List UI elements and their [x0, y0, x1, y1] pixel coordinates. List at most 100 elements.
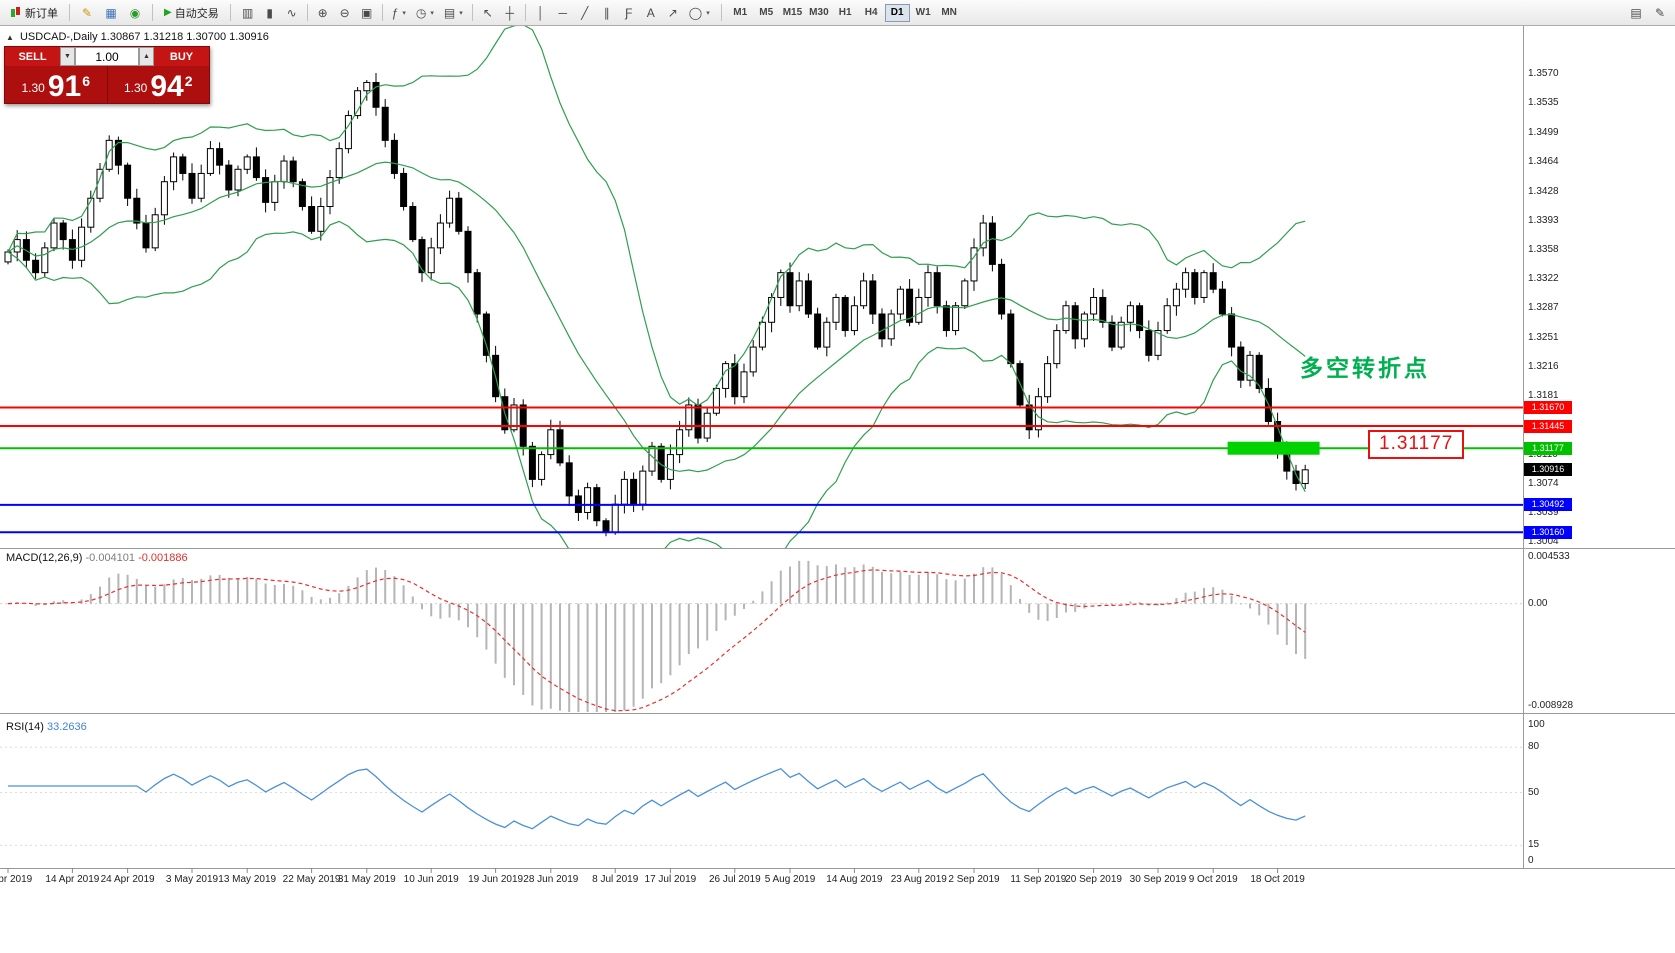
timeframe-button-M30[interactable]: M30 [806, 4, 831, 22]
price-level-badge: 1.30160 [1524, 525, 1572, 539]
toolbar: 新订单 ✎ ▦ ◉ ▶ 自动交易 ▥ ▮ ∿ ⊕ ⊖ ▣ ƒ ▾ ◷ ▾ ▤ ▾ ↖ ┼ │ ─ ╱ ∥ Ƒ A ↗ ◯ ▾ M… [0, 0, 1675, 26]
buy-header-button[interactable]: BUY [154, 47, 209, 66]
vertical-line-icon: │ [537, 5, 545, 20]
arrow-icon: ↗ [667, 5, 678, 20]
periods-icon: ◷ [415, 5, 427, 20]
price-axis-label: 1.3393 [1528, 214, 1559, 226]
sell-price-small: 1.30 [21, 80, 45, 95]
highlight-rectangle [1227, 441, 1320, 455]
toolbar-separator [229, 4, 231, 21]
date-axis-label: 28 Jun 2019 [523, 874, 579, 885]
toolbar-separator [69, 4, 70, 21]
buy-price-small: 1.30 [123, 80, 148, 95]
rsi-label: RSI(14) 33.2636 [6, 721, 87, 733]
sell-header-button[interactable]: SELL [5, 47, 60, 66]
timeframe-button-MN[interactable]: MN [937, 4, 962, 22]
chart-properties-button[interactable]: ✎ [1649, 3, 1671, 23]
bollinger-band-line [7, 26, 1306, 407]
timeframe-button-M5[interactable]: M5 [754, 4, 779, 22]
date-axis-label: 20 Sep 2019 [1065, 874, 1122, 885]
rsi-pane [0, 746, 1523, 846]
symbol-header: ▲ USDCAD-,Daily 1.30867 1.31218 1.30700 … [6, 31, 269, 43]
arrow-button[interactable]: ↗ [662, 3, 684, 23]
shapes-icon: ◯ [688, 5, 703, 20]
price-level-badge: 1.31445 [1524, 419, 1572, 433]
metaeditor-icon: ✎ [81, 5, 93, 20]
macd-main-value: -0.004101 [85, 552, 136, 564]
toolbar-separator [524, 4, 526, 21]
timeframe-button-H1[interactable]: H1 [833, 4, 858, 22]
zoom-out-icon: ⊖ [339, 5, 350, 20]
chevron-down-icon: ▾ [459, 9, 463, 17]
crosshair-icon: ┼ [505, 5, 515, 20]
date-axis-label: 13 May 2019 [218, 874, 277, 885]
buy-price-button[interactable]: 1.30 94 2 [107, 66, 209, 103]
rsi-axis-label: 0 [1528, 855, 1534, 866]
date-axis-label: 18 Oct 2019 [1250, 874, 1305, 885]
bar-chart-button[interactable]: ▥ [237, 3, 259, 23]
price-level-badge: 1.31177 [1524, 441, 1572, 455]
price-axis-label: 1.3074 [1528, 478, 1559, 490]
price-level-badge: 1.31670 [1524, 400, 1572, 414]
periods-button[interactable]: ◷ ▾ [411, 3, 439, 23]
indicators-button[interactable]: ƒ ▾ [387, 3, 411, 23]
cursor-button[interactable]: ↖ [477, 3, 499, 23]
crosshair-button[interactable]: ┼ [499, 3, 521, 23]
macd-signal-line [7, 569, 1306, 712]
zoom-in-icon: ⊕ [317, 5, 328, 20]
rsi-line [8, 767, 1306, 830]
market-watch-button[interactable]: ▦ [100, 3, 122, 23]
cursor-icon: ↖ [482, 5, 493, 20]
timeframe-button-M15[interactable]: M15 [780, 4, 805, 22]
bollinger-band-line [7, 220, 1306, 548]
text-button[interactable]: A [640, 3, 662, 23]
toolbar-separator [720, 4, 722, 21]
volume-up-button[interactable]: ▲ [139, 47, 154, 66]
timeframe-button-H4[interactable]: H4 [859, 4, 884, 22]
fibonacci-button[interactable]: Ƒ [618, 3, 640, 23]
vertical-line-button[interactable]: │ [530, 3, 552, 23]
price-axis-label: 1.3004 [1528, 536, 1559, 548]
timeframe-button-D1[interactable]: D1 [884, 3, 910, 22]
volume-input[interactable] [75, 47, 139, 66]
strategy-tester-icon: ◉ [129, 5, 141, 20]
date-axis-label: 23 Aug 2019 [890, 874, 947, 885]
strategy-tester-button[interactable]: ◉ [124, 3, 146, 23]
indicators-icon: ƒ [391, 5, 399, 20]
volume-down-button[interactable]: ▼ [60, 47, 75, 66]
expand-icon[interactable]: ▲ [6, 33, 14, 42]
zoom-in-button[interactable]: ⊕ [312, 3, 334, 23]
date-axis-label: 2 Sep 2019 [948, 874, 1000, 885]
toolbar-separator [381, 4, 383, 21]
timeframe-button-M1[interactable]: M1 [728, 4, 753, 22]
timeframe-button-W1[interactable]: W1 [911, 4, 936, 22]
trendline-button[interactable]: ╱ [574, 3, 596, 23]
tile-windows-button[interactable]: ▣ [356, 3, 378, 23]
macd-axis-label: 0.00 [1528, 597, 1548, 609]
candlestick-chart-icon: ▮ [266, 5, 273, 20]
price-axis-label: 1.3287 [1528, 302, 1559, 314]
new-order-button[interactable]: 新订单 [4, 3, 63, 23]
line-chart-button[interactable]: ∿ [281, 3, 303, 23]
metaeditor-button[interactable]: ✎ [76, 3, 98, 23]
horizontal-line-icon: ─ [558, 5, 568, 20]
current-price-badge: 1.30916 [1524, 463, 1572, 477]
new-order-icon [9, 6, 22, 19]
auto-trading-button[interactable]: ▶ 自动交易 [159, 3, 224, 23]
price-axis-label: 1.3570 [1528, 68, 1559, 80]
macd-signal-value: -0.001886 [138, 552, 188, 564]
price-axis-label: 1.3464 [1528, 155, 1559, 167]
equidistant-channel-button[interactable]: ∥ [596, 3, 618, 23]
horizontal-line-button[interactable]: ─ [552, 3, 574, 23]
templates-button[interactable]: ▤ ▾ [439, 3, 468, 23]
window-list-button[interactable]: ▤ [1625, 3, 1647, 23]
rsi-axis-label: 100 [1528, 719, 1545, 730]
candlestick-chart-button[interactable]: ▮ [259, 3, 281, 23]
shapes-button[interactable]: ◯ ▾ [684, 3, 715, 23]
zoom-out-button[interactable]: ⊖ [334, 3, 356, 23]
price-axis-label: 1.3535 [1528, 97, 1559, 109]
date-axis-label: 14 Apr 2019 [45, 874, 100, 885]
sell-price-button[interactable]: 1.30 91 6 [5, 66, 108, 103]
price-axis-label: 1.3499 [1528, 126, 1559, 138]
